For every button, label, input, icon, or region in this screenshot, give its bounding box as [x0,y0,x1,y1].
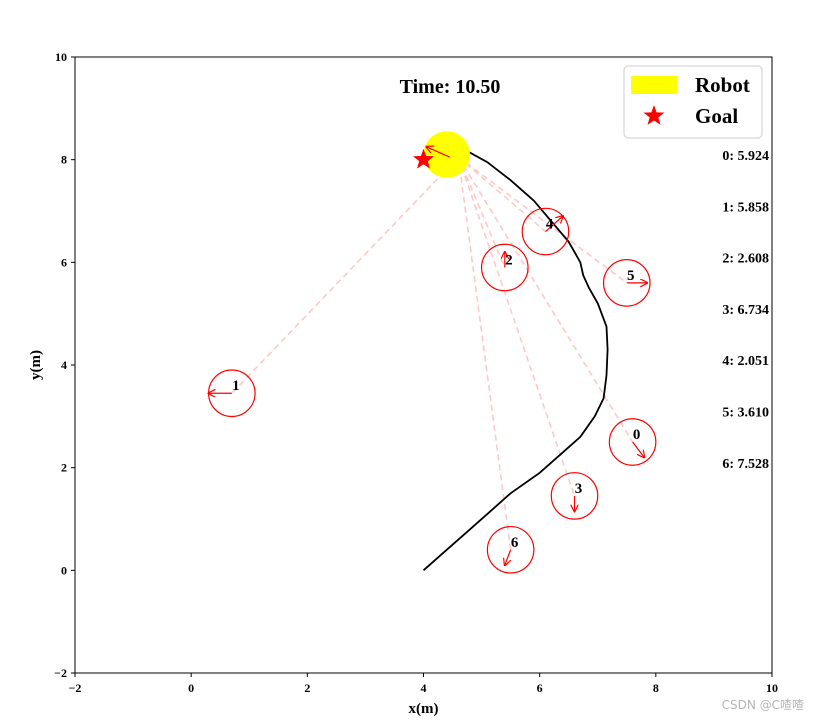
robot-layer [413,131,470,178]
y-tick-label: 0 [61,563,67,577]
pedestrian-4-label: 4 [546,217,554,233]
attention-line-1 [231,156,459,394]
y-tick-label: −2 [54,666,67,680]
pedestrian-3-circle [550,472,599,520]
pedestrian-0-velocity-arrow [632,441,645,457]
legend-robot-swatch [631,76,677,94]
attention-value-0: 0: 5.924 [722,149,769,164]
attention-line-5 [457,156,628,284]
pedestrians-layer: 0 1 2 3 4 5 6 [209,207,657,574]
y-tick-label: 10 [55,50,67,64]
robot-marker [423,131,470,178]
pedestrian-5-label: 5 [627,268,635,284]
x-tick-label: 8 [653,681,659,695]
pedestrian-6-label: 6 [511,535,519,551]
attention-value-1: 1: 5.858 [722,200,769,215]
pedestrian-4-circle [521,207,570,256]
chart-title: Time: 10.50 [400,76,501,98]
attention-value-5: 5: 3.610 [722,406,769,421]
robot-trajectory [422,148,609,571]
legend-label-robot: Robot [695,73,750,97]
pedestrian-2-circle [480,243,529,292]
y-tick-label: 4 [61,358,67,372]
robot-heading-arrow [426,147,450,158]
y-tick-label: 8 [61,153,67,167]
x-tick-label: 2 [304,681,310,695]
goal-star-marker [413,148,434,169]
y-axis-label: y(m) [28,350,44,380]
legend-goal-swatch [643,105,665,125]
attention-line-3 [457,156,576,497]
legend-label-goal: Goal [695,104,738,128]
trajectory-layer [422,148,609,571]
pedestrian-1-label: 1 [232,378,240,394]
y-tick-label: 2 [61,461,67,475]
attention-value-3: 3: 6.734 [722,303,769,318]
attention-line-0 [457,156,634,443]
legend: Robot Goal [623,65,763,139]
x-tick-label: 4 [421,681,427,695]
attention-line-4 [457,156,546,233]
attention-values: 0: 5.924 1: 5.858 2: 2.608 3: 6.734 4: 2.051… [722,149,769,472]
x-tick-label: −2 [69,681,82,695]
pedestrian-0-circle [608,418,657,466]
attention-line-6 [457,156,512,550]
pedestrian-4-velocity-arrow [545,216,562,232]
x-tick-label: 6 [537,681,543,695]
pedestrian-6-circle [486,525,535,574]
attention-value-4: 4: 2.051 [722,354,769,369]
attention-lines [231,156,634,550]
attention-value-6: 6: 7.528 [722,457,769,472]
x-tick-label: 10 [766,681,778,695]
pedestrian-3-label: 3 [575,481,583,497]
pedestrian-6-velocity-arrow [505,549,512,565]
y-tick-label: 6 [61,255,67,269]
attention-value-2: 2: 2.608 [722,252,769,267]
pedestrian-0-label: 0 [633,427,641,443]
x-tick-label: 0 [188,681,194,695]
pedestrian-5-circle [602,259,651,307]
watermark: CSDN @C喳喳 [722,697,804,712]
pedestrian-2-label: 2 [505,252,513,268]
x-axis-label: x(m) [409,701,439,717]
